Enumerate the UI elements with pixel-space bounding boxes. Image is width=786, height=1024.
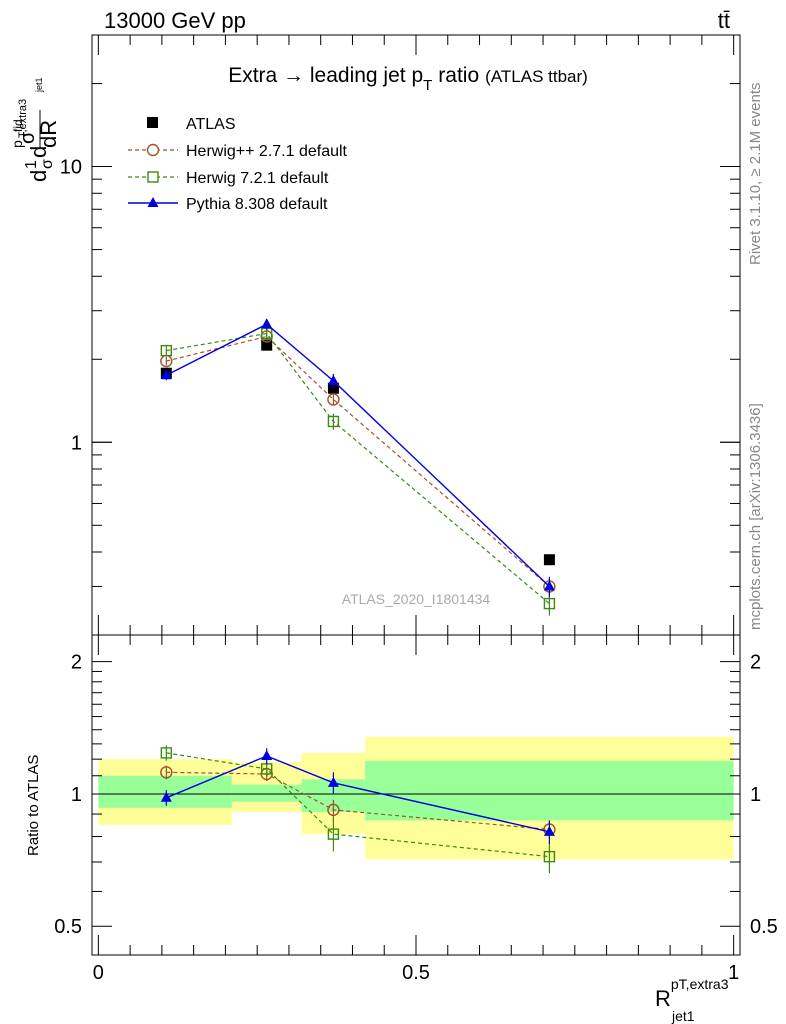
ylabel-d2: d: [26, 146, 51, 158]
main-plot-area: [160, 318, 556, 616]
xlabel-main: R: [655, 986, 671, 1011]
series-line-pythia-8-308-default: [166, 323, 550, 587]
title-sub: T: [423, 77, 432, 94]
ratio-y-tick-label-left: 2: [71, 652, 82, 674]
x-tick-label: 0: [93, 962, 104, 984]
main-panel: 1 10 Extra → leading jet pT ratio (ATLAS tt…: [9, 34, 741, 636]
data-point-pythia-8-308-default: [160, 791, 172, 802]
legend-label-herwig7: Herwig 7.2.1 default: [186, 170, 329, 187]
mcplots-label: mcplots.cern.ch [arXiv:1306.3436]: [747, 403, 764, 630]
main-axis-ticks: 1 10: [60, 34, 740, 636]
legend-label-pythia: Pythia 8.308 default: [186, 196, 328, 213]
ratio-panel: 0.5 0.5 1 1 2 2 0 0.5 1 Ratio to ATLAS RpT,extra…: [25, 634, 778, 1024]
series-line-herwig-7-2-1-default: [166, 752, 550, 858]
ylabel-tex: T,extra3: [17, 99, 29, 138]
data-point-herwig-7-2-1-default: [327, 828, 340, 840]
data-point-pythia-8-308-default: [543, 580, 555, 591]
ratio-y-tick-label-left: 0.5: [54, 916, 82, 938]
ratio-plot-area: [92, 736, 740, 874]
legend-marker-herwigpp: [146, 143, 160, 157]
ratio-y-tick-label-right: 0.5: [750, 916, 778, 938]
rivet-label: Rivet 3.1.10, ≥ 2.1M events: [747, 83, 764, 266]
data-point-atlas: [261, 339, 273, 351]
series-line-herwig-2-7-1-default: [166, 771, 550, 831]
uncertainty-band-inner: [365, 760, 734, 821]
title-tail: ratio: [438, 64, 479, 87]
data-point-pythia-8-308-default: [261, 749, 273, 760]
energy-label: 13000 GeV pp: [104, 8, 246, 33]
y-tick-label: 10: [60, 157, 82, 179]
xlabel-sub: jet1: [671, 1008, 695, 1024]
data-point-herwig-7-2-1-default: [160, 747, 173, 759]
data-point-herwig-7-2-1-default: [160, 344, 173, 357]
data-point-herwig-2-7-1-default: [327, 803, 340, 817]
data-point-pythia-8-308-default: [543, 825, 555, 836]
ratio-y-tick-label-left: 1: [71, 784, 82, 806]
data-point-pythia-8-308-default: [160, 369, 172, 380]
y-axis-label: d 1 σ d σ fid p T,extra3 jet1 dR: [9, 77, 61, 182]
process-label: tt̄: [718, 8, 730, 33]
plot-title: Extra → leading jet pT ratio (ATLAS ttbar): [228, 64, 588, 94]
legend-label-herwigpp: Herwig++ 2.7.1 default: [186, 143, 348, 160]
data-point-herwig-2-7-1-default: [160, 766, 173, 779]
ylabel-sigma2: σ: [17, 131, 39, 144]
ratio-axis-ticks: 0.5 0.5 1 1 2 2 0 0.5 1: [54, 635, 778, 984]
series-line-herwig-2-7-1-default: [166, 335, 550, 587]
analysis-watermark: ATLAS_2020_I1801434: [342, 591, 491, 607]
xlabel-sup: pT,extra3: [671, 976, 729, 992]
data-point-pythia-8-308-default: [327, 374, 339, 385]
uncertainty-band-inner: [98, 775, 232, 808]
data-point-herwig-2-7-1-default: [327, 393, 340, 406]
y-tick-label: 1: [71, 432, 82, 454]
legend: ATLAS Herwig++ 2.7.1 default Herwig 7.2.…: [128, 116, 348, 213]
ylabel-fid: fid: [11, 119, 25, 132]
legend-marker-atlas: [147, 117, 158, 128]
legend-label-atlas: ATLAS: [186, 116, 236, 133]
uncertainty-band-inner: [231, 784, 302, 802]
ratio-y-tick-label-right: 1: [750, 784, 761, 806]
data-point-herwig-7-2-1-default: [543, 597, 556, 610]
ylabel-jet1: jet1: [34, 77, 44, 93]
data-point-pythia-8-308-default: [261, 318, 273, 329]
ylabel-p: p: [9, 140, 25, 148]
x-tick-label: 0.5: [402, 962, 430, 984]
legend-marker-herwig7: [147, 171, 159, 183]
ylabel-one: 1: [23, 160, 40, 169]
series-line-pythia-8-308-default: [166, 755, 550, 833]
data-point-atlas: [543, 554, 555, 566]
title-main: Extra → leading jet p: [228, 64, 423, 87]
data-point-herwig-7-2-1-default: [327, 415, 340, 428]
x-tick-label: 1: [728, 962, 739, 984]
ylabel-d1: d: [26, 170, 51, 182]
ylabel-sigma: σ: [39, 159, 56, 169]
data-point-pythia-8-308-default: [327, 776, 339, 787]
legend-marker-pythia: [147, 197, 159, 207]
ratio-y-label: Ratio to ATLAS: [25, 755, 42, 856]
data-point-herwig-7-2-1-default: [543, 850, 556, 863]
series-line-herwig-7-2-1-default: [166, 332, 550, 605]
x-axis-label: RpT,extra3 jet1: [655, 976, 729, 1024]
title-note: (ATLAS ttbar): [485, 67, 588, 86]
ratio-y-tick-label-right: 2: [750, 652, 761, 674]
